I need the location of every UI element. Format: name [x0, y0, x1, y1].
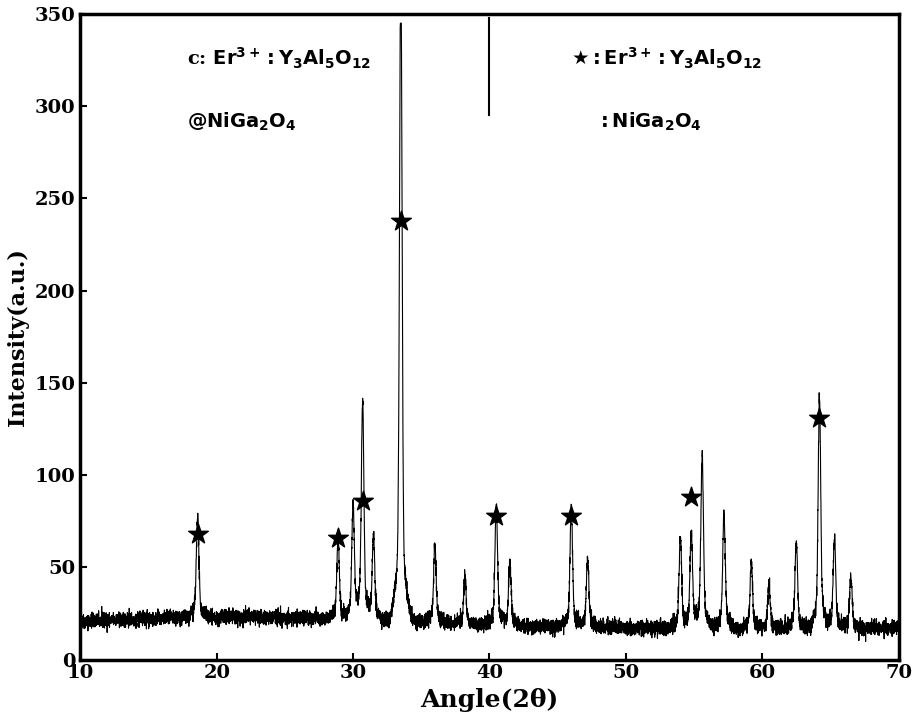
- Y-axis label: Intensity(a.u.): Intensity(a.u.): [7, 248, 29, 426]
- Text: $\mathbf{@NiGa_2O_4}$: $\mathbf{@NiGa_2O_4}$: [187, 111, 296, 133]
- Text: $\mathbf{\ \ \ \ :NiGa_2O_4}$: $\mathbf{\ \ \ \ :NiGa_2O_4}$: [572, 111, 702, 133]
- Point: [331, 532, 346, 544]
- Point: [564, 510, 579, 521]
- Point: [812, 412, 827, 423]
- Point: [190, 528, 205, 540]
- Point: [489, 510, 504, 521]
- X-axis label: Angle(2θ): Angle(2θ): [420, 688, 559, 712]
- Point: [684, 492, 698, 503]
- Text: $\bigstar\mathbf{:Er^{3+}:Y_3Al_5O_{12}}$: $\bigstar\mathbf{:Er^{3+}:Y_3Al_5O_{12}}…: [572, 46, 763, 71]
- Text: c: $\mathbf{Er^{3+}:Y_3Al_5O_{12}}$: c: $\mathbf{Er^{3+}:Y_3Al_5O_{12}}$: [187, 46, 371, 71]
- Point: [356, 495, 370, 507]
- Point: [393, 215, 408, 226]
